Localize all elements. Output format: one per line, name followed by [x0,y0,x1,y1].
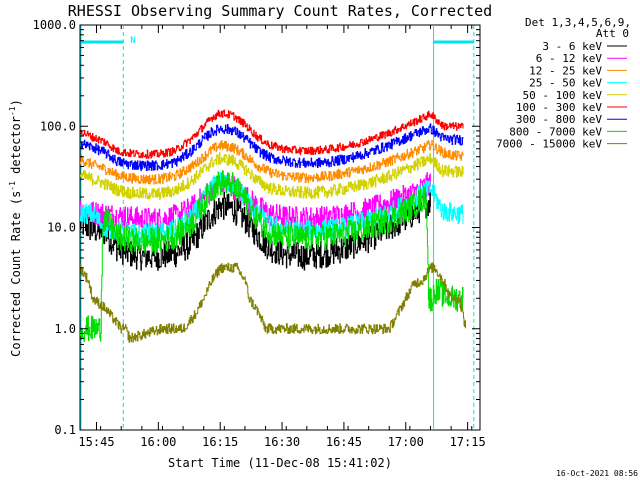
y-axis-label-sup1: -1 [8,181,17,191]
series-line [80,123,464,171]
legend-header-1: Det 1,3,4,5,6,9, [525,16,631,29]
chart-title: RHESSI Observing Summary Count Rates, Co… [68,2,492,20]
y-tick-label: 0.1 [54,423,76,437]
y-tick-label: 1.0 [54,322,76,336]
axes: 15:45 16:00 16:15 16:30 16:45 17:00 17:15 1000.… [33,18,486,449]
legend-header-2: Att 0 [596,27,629,40]
x-axis-label: Start Time (11-Dec-08 15:41:02) [168,456,392,470]
y-axis-label-sup2: -1 [8,106,17,116]
x-tick-label: 17:00 [388,435,424,449]
legend-label: 7000 - 15000 keV [496,138,602,151]
series-line [80,170,464,342]
x-tick-label: 17:15 [450,435,486,449]
legend-label: 6 - 12 keV [536,52,603,65]
series-group [80,109,466,343]
legend-label: 300 - 800 keV [516,113,602,126]
y-tick-label: 1000.0 [33,18,76,32]
legend-label: 50 - 100 keV [523,89,603,102]
series-line [80,140,464,185]
y-axis-label: Corrected Count Rate (s-1 detector-1) [8,99,23,357]
series-line [80,152,464,200]
series-line [80,262,466,343]
legend-label: 800 - 7000 keV [509,125,602,138]
timestamp: 16-Oct-2021 08:56 [556,469,638,478]
legend-label: 12 - 25 keV [529,64,602,77]
y-tick-label: 10.0 [47,221,76,235]
legend-label: 25 - 50 keV [529,77,602,90]
x-tick-label: 16:30 [264,435,300,449]
x-tick-label: 16:45 [326,435,362,449]
y-tick-label: 100.0 [40,119,76,133]
legend-label: 3 - 6 keV [542,40,602,53]
x-tick-label: 16:00 [140,435,176,449]
night-marker-label: N [130,36,135,46]
x-tick-label: 16:15 [202,435,238,449]
series-line [80,109,464,159]
legend-label: 100 - 300 keV [516,101,602,114]
x-tick-label: 15:45 [78,435,114,449]
